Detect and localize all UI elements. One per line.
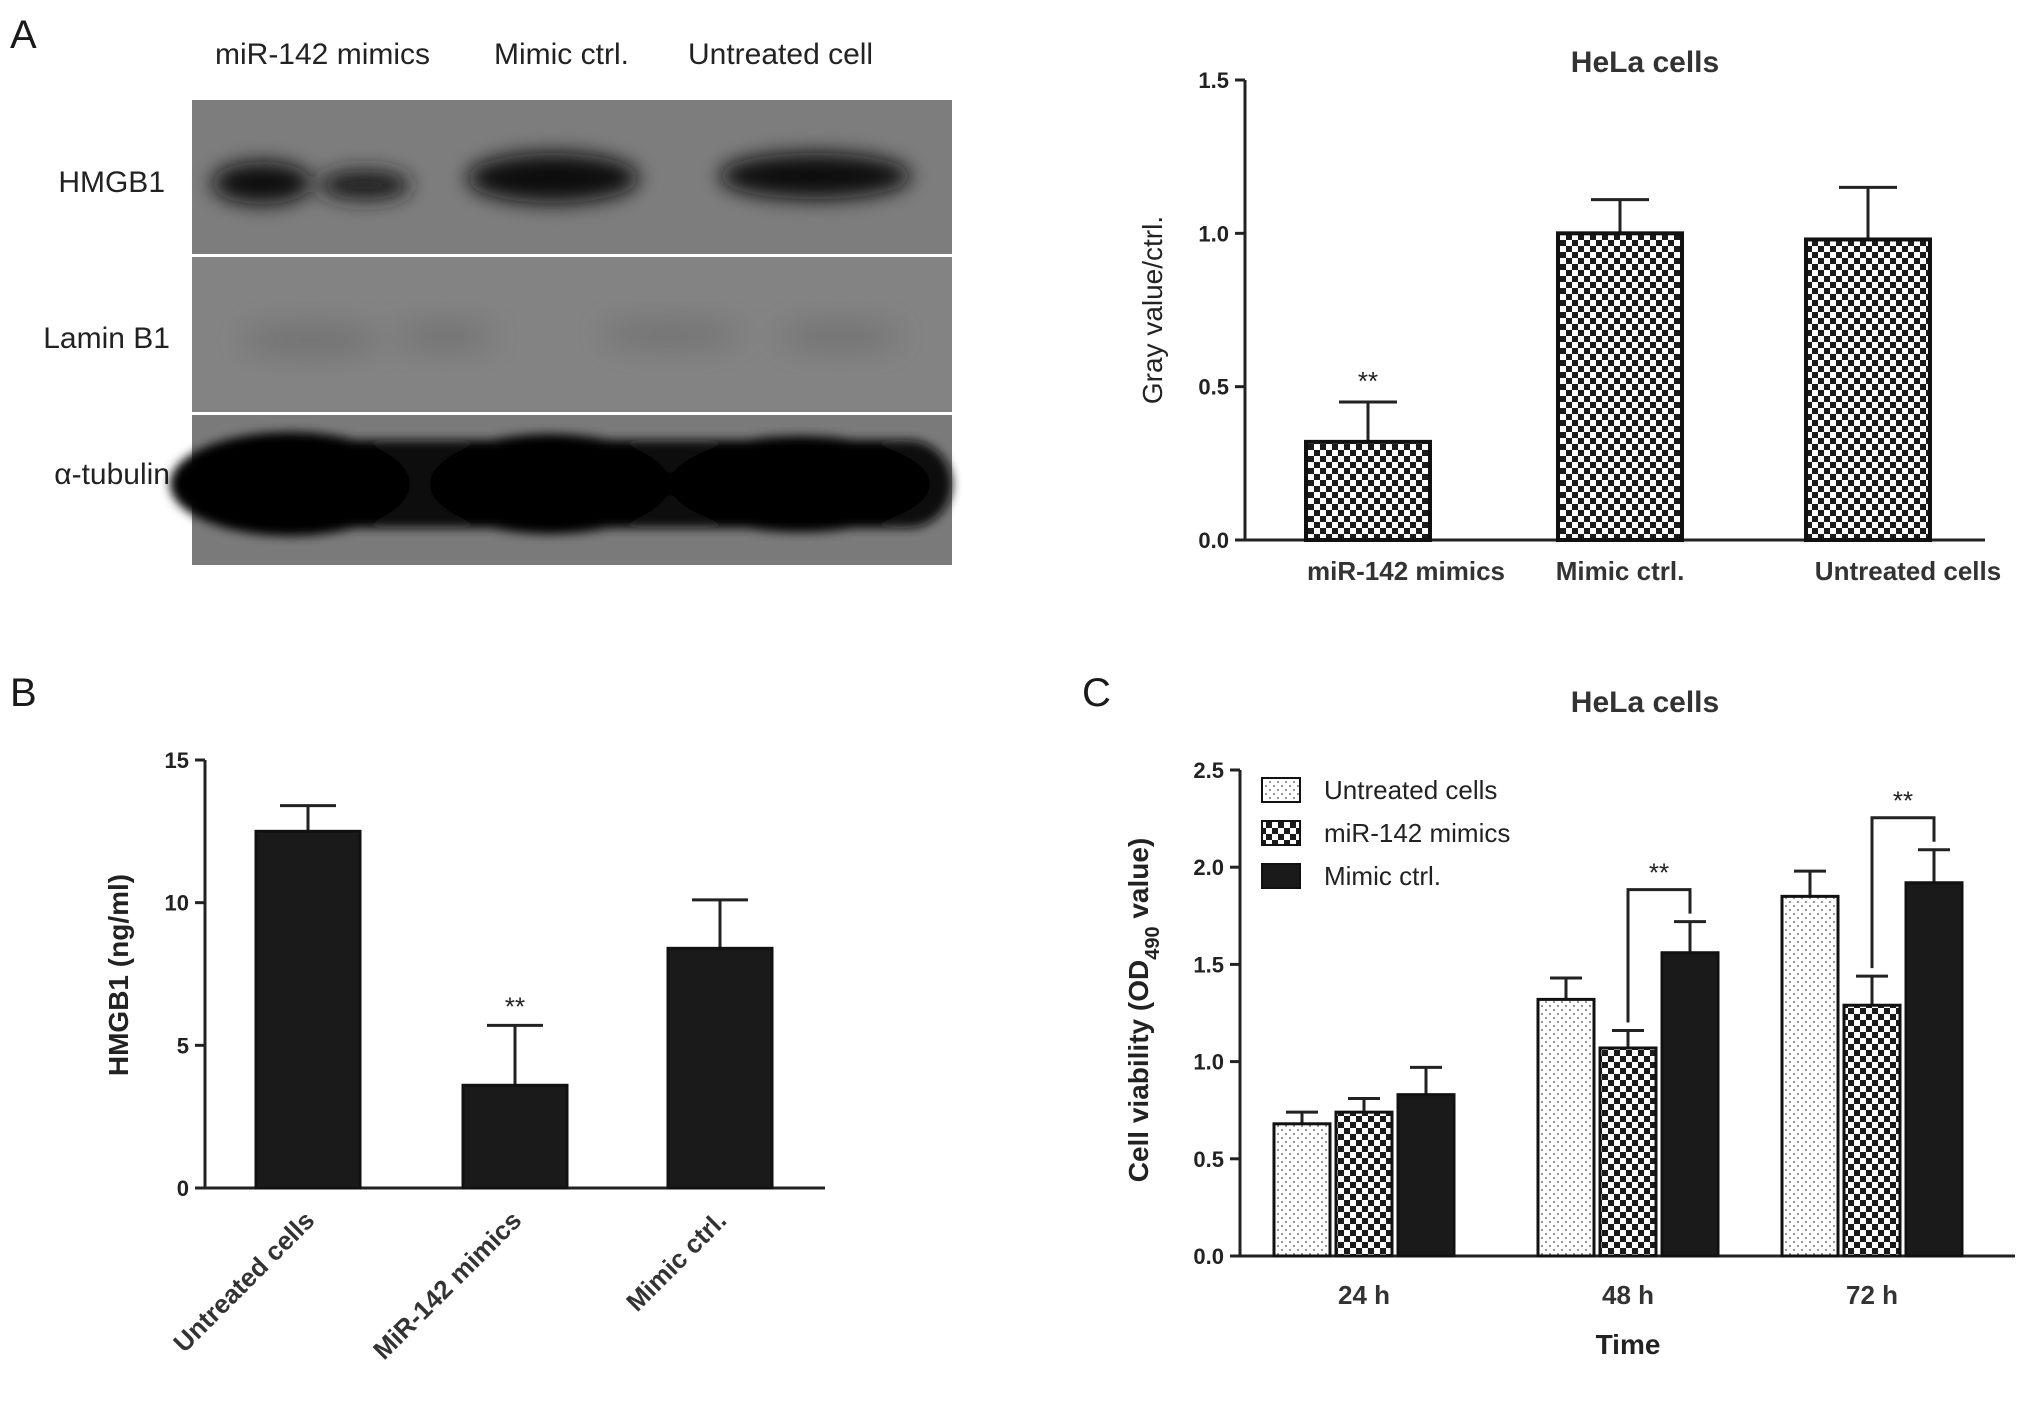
y-axis-label: HMGB1 (ng/ml) — [103, 874, 134, 1076]
blot-bands-hmgb1 — [212, 153, 911, 204]
x-tick-label: 72 h — [1846, 1280, 1898, 1310]
significance-bracket — [1626, 888, 1692, 1023]
y-tick-label: 1.0 — [1198, 221, 1229, 246]
x-tick-label: 48 h — [1602, 1280, 1654, 1310]
bar — [1780, 894, 1840, 1258]
x-tick-label: Mimic ctrl. — [1556, 556, 1685, 586]
bar — [1334, 1110, 1394, 1258]
chart-b-hmgb1-elisa: 0 5 10 15 HMGB1 (ng/ml) Untreated cells ** MiR-… — [103, 748, 825, 1365]
bar — [1660, 951, 1720, 1258]
blot-row-label: Lamin B1 — [43, 322, 170, 355]
y-tick-label: 10 — [165, 891, 189, 916]
bar — [1598, 1046, 1658, 1258]
bar — [1396, 1093, 1456, 1258]
bar — [1272, 1122, 1332, 1258]
legend-entry: Mimic ctrl. — [1324, 861, 1441, 891]
bar — [1536, 997, 1596, 1258]
x-tick-label: MiR-142 mimics — [367, 1205, 527, 1365]
chart-a-gray-value: 0.0 0.5 1.0 1.5 HeLa cells Gray value/ctrl. **… — [1137, 46, 2001, 586]
legend-entry: miR-142 mimics — [1324, 818, 1510, 848]
blot-bands-laminb1 — [240, 320, 900, 356]
legend-swatch — [1261, 863, 1301, 889]
y-tick-label: 1.5 — [1198, 68, 1229, 93]
x-tick-label: Untreated cells — [167, 1205, 320, 1358]
bar — [1904, 881, 1964, 1258]
bar — [1304, 439, 1432, 542]
chart-title: HeLa cells — [1571, 686, 1719, 719]
significance-label: ** — [505, 991, 525, 1021]
significance-label: ** — [1893, 786, 1913, 816]
blot-divider — [192, 254, 952, 257]
bar — [461, 1083, 569, 1190]
western-blot: miR-142 mimics Mimic ctrl. Untreated cel… — [43, 38, 952, 565]
blot-row-label: α-tubulin — [54, 458, 170, 491]
x-tick-label: miR-142 mimics — [1307, 556, 1505, 586]
panel-letter-c: C — [1082, 671, 1111, 715]
bar — [1556, 231, 1684, 542]
blot-row-label: HMGB1 — [58, 166, 165, 199]
x-tick-label: Mimic ctrl. — [620, 1205, 732, 1317]
chart-title: HeLa cells — [1571, 46, 1719, 79]
legend-swatch — [1261, 820, 1301, 846]
bar — [666, 946, 774, 1190]
significance-label: ** — [1649, 858, 1669, 888]
y-tick-label: 2.0 — [1193, 855, 1224, 880]
y-tick-label: 0.0 — [1193, 1244, 1224, 1269]
blot-lane-label: miR-142 mimics — [215, 38, 430, 71]
bar — [1842, 1003, 1902, 1258]
y-tick-label: 1.5 — [1193, 952, 1224, 977]
y-tick-label: 2.5 — [1193, 758, 1224, 783]
blot-lane-label: Mimic ctrl. — [494, 38, 629, 71]
y-tick-label: 0 — [177, 1176, 189, 1201]
x-axis-label: Time — [1596, 1329, 1661, 1360]
y-tick-label: 5 — [177, 1033, 189, 1058]
blot-lane-label: Untreated cell — [688, 38, 873, 71]
blot-divider — [192, 412, 952, 415]
x-tick-label: Untreated cells — [1815, 556, 2001, 586]
y-axis-label: Gray value/ctrl. — [1137, 216, 1168, 404]
legend-swatch — [1261, 777, 1301, 803]
legend-entry: Untreated cells — [1324, 775, 1497, 805]
significance-label: ** — [1358, 366, 1378, 396]
x-tick-label: 24 h — [1338, 1280, 1390, 1310]
bar — [1804, 237, 1932, 542]
chart-c-cell-viability: 0.0 0.5 1.0 1.5 2.0 2.5 HeLa cells Cell viabili… — [1123, 686, 2015, 1360]
significance-bracket — [1870, 816, 1936, 969]
blot-bands-tubulin — [170, 432, 952, 536]
y-tick-label: 0.5 — [1198, 375, 1229, 400]
y-tick-label: 0.5 — [1193, 1147, 1224, 1172]
y-tick-label: 15 — [165, 748, 189, 773]
panel-letter-a: A — [10, 13, 37, 57]
y-axis-label: Cell viability (OD490 value) — [1123, 838, 1164, 1183]
panel-letter-b: B — [10, 671, 37, 715]
y-tick-label: 0.0 — [1198, 528, 1229, 553]
bar — [254, 829, 362, 1190]
y-tick-label: 1.0 — [1193, 1050, 1224, 1075]
